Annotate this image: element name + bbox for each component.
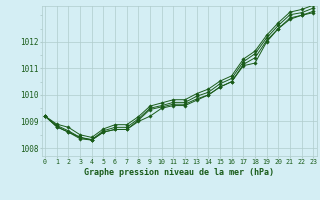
X-axis label: Graphe pression niveau de la mer (hPa): Graphe pression niveau de la mer (hPa) [84, 168, 274, 177]
